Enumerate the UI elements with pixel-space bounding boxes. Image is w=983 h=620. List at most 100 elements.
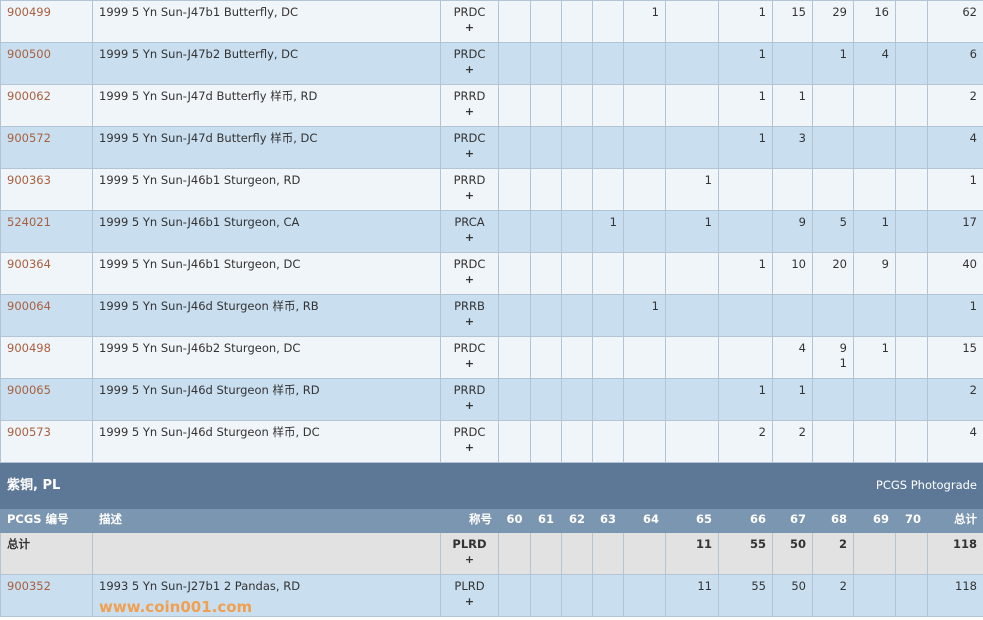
pcgs-code-link[interactable]: 900573 (7, 425, 51, 439)
plus-link[interactable]: + (464, 63, 475, 76)
grade-count-66[interactable]: 1 (718, 126, 773, 169)
grade-count-65 (665, 378, 719, 421)
grade-count-64 (623, 126, 666, 169)
grade-count-65[interactable]: 1 (665, 210, 719, 253)
photograde-link[interactable]: PCGS Photograde (875, 478, 977, 492)
grade-count-60 (498, 84, 531, 127)
grade-count-64[interactable]: 1 (623, 0, 666, 43)
section-header: PCGS Photograde 紫铜, PL (0, 462, 983, 509)
grade-count-66[interactable]: 55 (718, 574, 773, 617)
grade-count-70 (895, 252, 928, 295)
grade-count-60 (498, 336, 531, 379)
grade-count-69 (853, 574, 896, 617)
designation-text: PRRD (453, 383, 486, 397)
pcgs-code-link[interactable]: 900500 (7, 47, 51, 61)
pcgs-code-link[interactable]: 900363 (7, 173, 51, 187)
plus-link[interactable]: + (464, 21, 475, 34)
grade-count-67[interactable]: 1 (772, 84, 813, 127)
grade-count-69[interactable]: 1 (853, 336, 896, 379)
plus-link[interactable]: + (464, 441, 475, 454)
grade-count-67[interactable]: 1 (772, 378, 813, 421)
plus-link[interactable]: + (464, 399, 475, 412)
grade-count-61 (530, 252, 562, 295)
grade-count-69[interactable]: 4 (853, 42, 896, 85)
plus-link[interactable]: + (464, 105, 475, 118)
pcgs-code-link[interactable]: 900498 (7, 341, 51, 355)
total-cell: 1 (927, 168, 983, 211)
designation-cell: PRDC + (440, 252, 499, 295)
total-grade-66: 55 (718, 532, 773, 575)
designation-cell: PRRD + (440, 378, 499, 421)
grade-count-64[interactable]: 1 (623, 294, 666, 337)
plus-link[interactable]: + (464, 273, 475, 286)
grade-count-66[interactable]: 1 (718, 84, 773, 127)
grade-count-68[interactable]: 29 (812, 0, 854, 43)
grade-count-66[interactable]: 2 (718, 420, 773, 463)
description-cell: 1999 5 Yn Sun-J46b2 Sturgeon, DC (92, 336, 441, 379)
grade-count-65[interactable]: 1 (665, 168, 719, 211)
pcgs-code-link[interactable]: 524021 (7, 215, 51, 229)
grade-count-68 (812, 378, 854, 421)
grade-count-67[interactable]: 3 (772, 126, 813, 169)
plus-link[interactable]: + (464, 553, 475, 566)
plus-link[interactable]: + (464, 315, 475, 328)
grade-count-67[interactable]: 9 (772, 210, 813, 253)
total-grade-60 (498, 532, 531, 575)
grade-count-68[interactable]: 20 (812, 252, 854, 295)
grade-count-67[interactable]: 15 (772, 0, 813, 43)
grade-count-66 (718, 210, 773, 253)
designation-cell: PRRD + (440, 168, 499, 211)
grade-count-67 (772, 168, 813, 211)
grade-count-69[interactable]: 1 (853, 210, 896, 253)
plus-link[interactable]: + (464, 595, 475, 608)
grade-count-61 (530, 84, 562, 127)
grade-count-65[interactable]: 11 (665, 574, 719, 617)
grade-count-68 (812, 126, 854, 169)
grade-count-68[interactable]: 5 (812, 210, 854, 253)
pcgs-code-link[interactable]: 900062 (7, 89, 51, 103)
grade-count-62 (561, 42, 593, 85)
grade-count-68 (812, 294, 854, 337)
pcgs-code-link[interactable]: 900064 (7, 299, 51, 313)
grade-count-69[interactable]: 16 (853, 0, 896, 43)
description-cell: 1999 5 Yn Sun-J46d Sturgeon 样币, RB (92, 294, 441, 337)
plus-link[interactable]: + (464, 357, 475, 370)
grade-count-63 (592, 168, 624, 211)
grade-count-70 (895, 378, 928, 421)
total-cell: 118 (927, 574, 983, 617)
pcgs-code-link[interactable]: 900352 (7, 579, 51, 593)
grade-count-69 (853, 168, 896, 211)
grade-count-68 (812, 420, 854, 463)
pcgs-code-link[interactable]: 900572 (7, 131, 51, 145)
col-header-code: PCGS 编号 (0, 508, 93, 533)
grade-count-68[interactable]: 9 1 (812, 336, 854, 379)
col-header-grade: 60 (498, 508, 531, 533)
grade-count-68[interactable]: 1 (812, 42, 854, 85)
pcgs-code-link[interactable]: 900499 (7, 5, 51, 19)
grade-count-62 (561, 420, 593, 463)
pcgs-code-link[interactable]: 900364 (7, 257, 51, 271)
grade-count-63 (592, 0, 624, 43)
plus-link[interactable]: + (464, 189, 475, 202)
grade-count-66[interactable]: 1 (718, 378, 773, 421)
grade-count-67[interactable]: 50 (772, 574, 813, 617)
grade-count-67[interactable]: 4 (772, 336, 813, 379)
grade-count-62 (561, 168, 593, 211)
designation-cell: PLRD + (440, 574, 499, 617)
pcgs-code-link[interactable]: 900065 (7, 383, 51, 397)
grade-count-66[interactable]: 1 (718, 0, 773, 43)
code-cell: 900573 (0, 420, 93, 463)
plus-link[interactable]: + (464, 147, 475, 160)
grade-count-63[interactable]: 1 (592, 210, 624, 253)
grade-count-64 (623, 336, 666, 379)
grade-count-66[interactable]: 1 (718, 42, 773, 85)
plus-link[interactable]: + (464, 231, 475, 244)
grade-count-66[interactable]: 1 (718, 252, 773, 295)
col-header-grade: 67 (772, 508, 813, 533)
description-cell: 1999 5 Yn Sun-J47d Butterfly 样币, RD (92, 84, 441, 127)
grade-count-65 (665, 294, 719, 337)
grade-count-67[interactable]: 10 (772, 252, 813, 295)
grade-count-68[interactable]: 2 (812, 574, 854, 617)
grade-count-69[interactable]: 9 (853, 252, 896, 295)
grade-count-67[interactable]: 2 (772, 420, 813, 463)
